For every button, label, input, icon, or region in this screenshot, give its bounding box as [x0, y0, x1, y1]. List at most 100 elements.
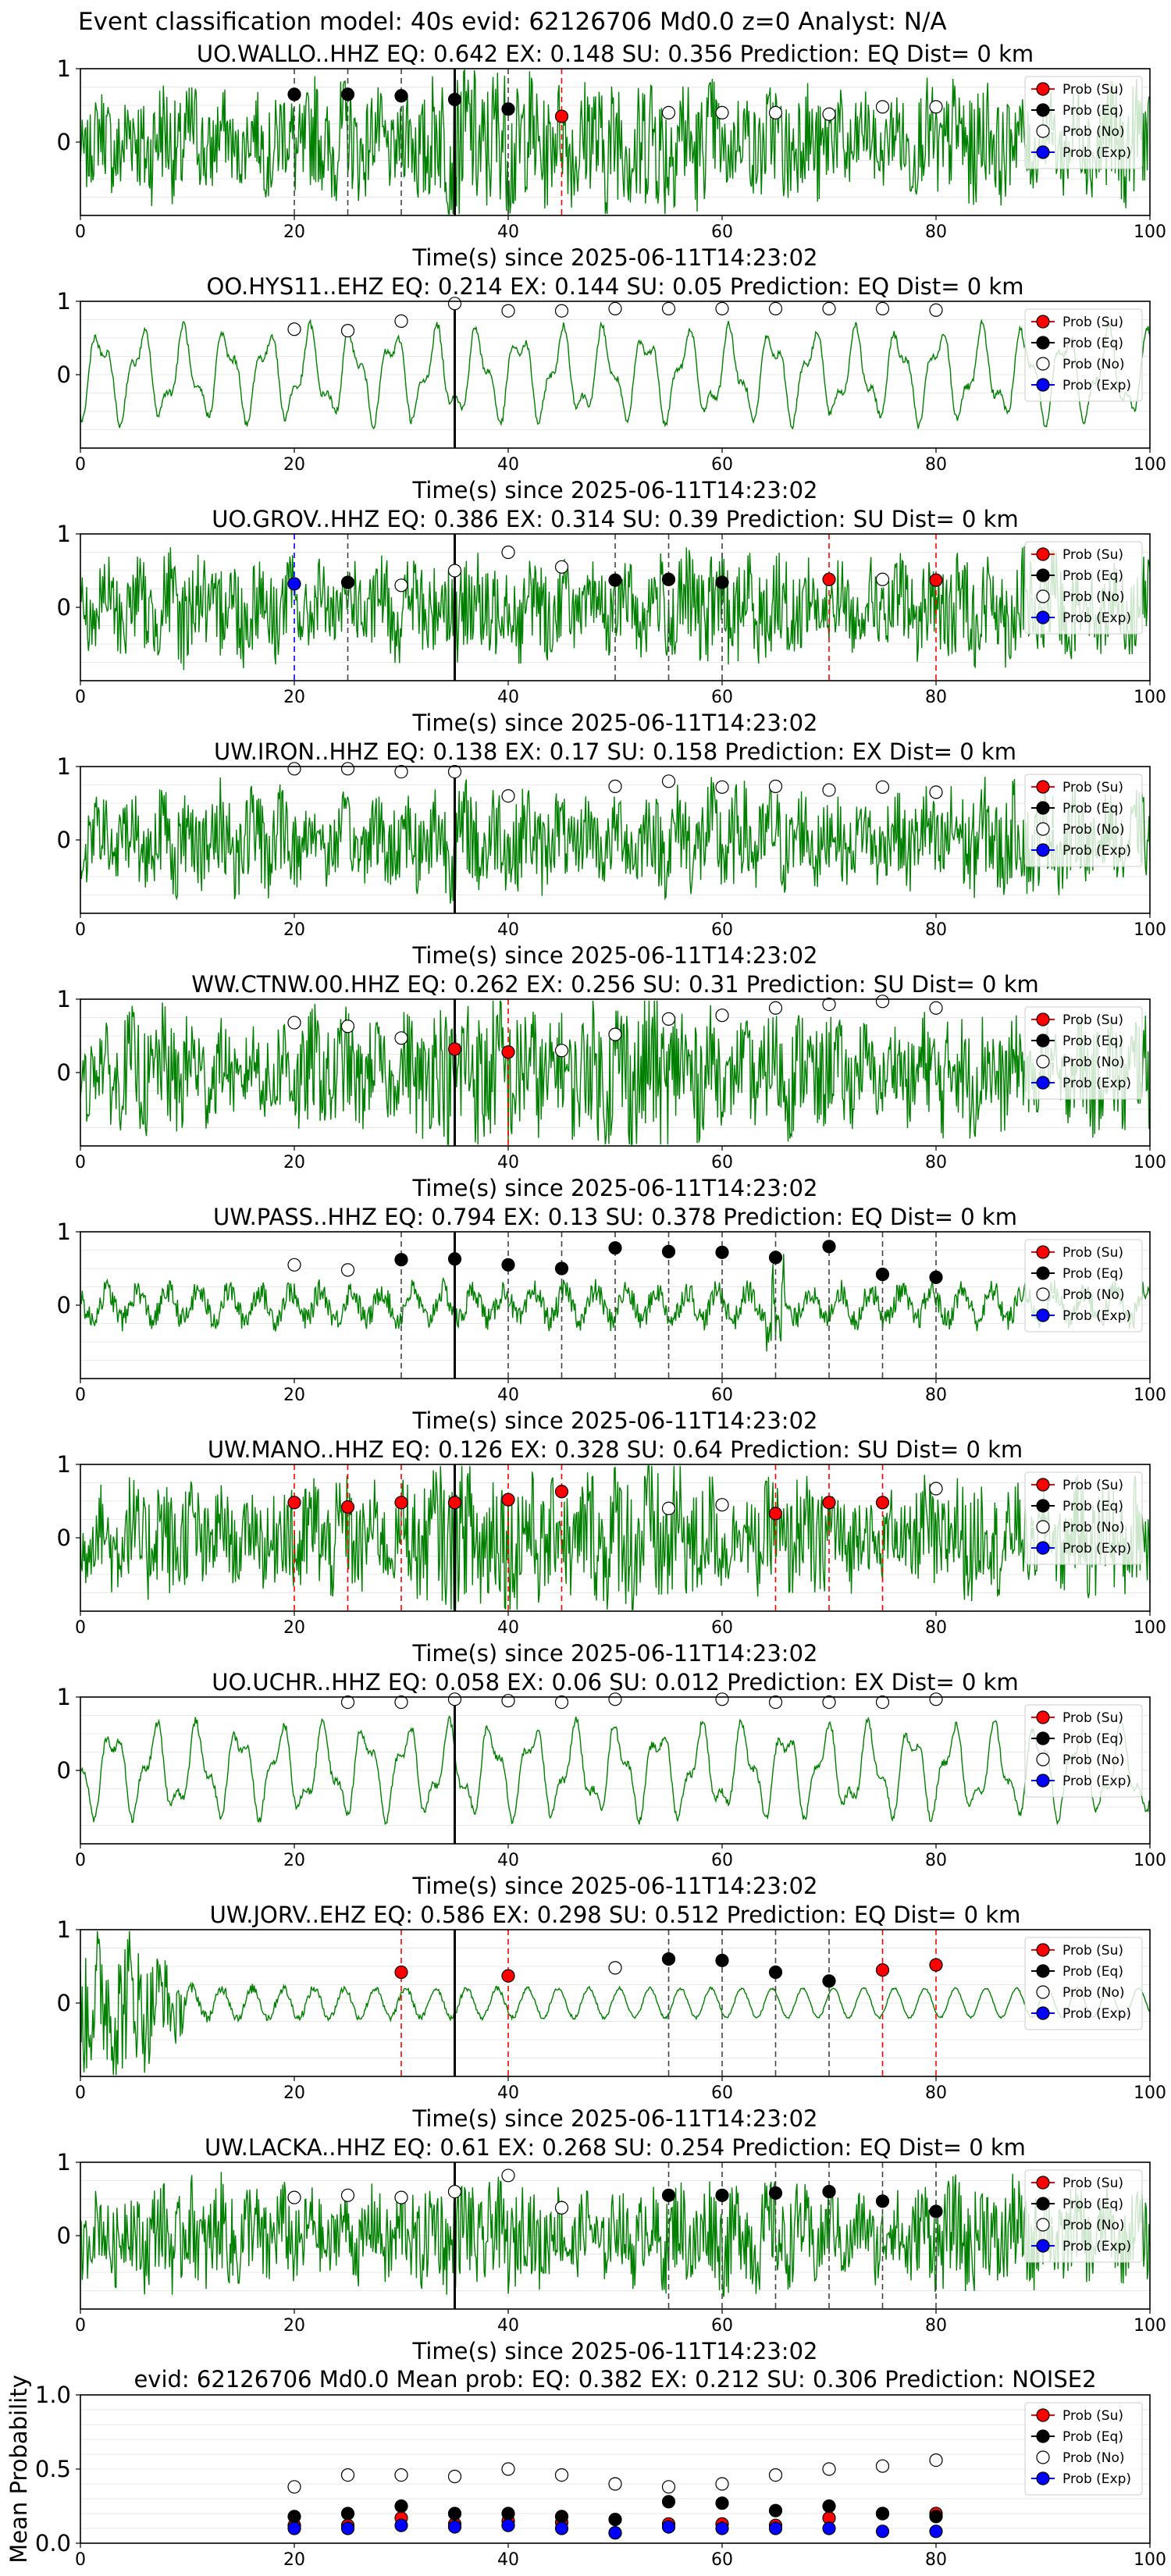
probability-marker-su [447, 1496, 462, 1510]
legend-marker-eq [1036, 2429, 1050, 2443]
x-axis-label: Time(s) since 2025-06-11T14:23:02 [412, 2338, 818, 2364]
probability-marker-no [554, 304, 569, 318]
legend-marker-exp [1036, 2239, 1050, 2253]
probability-marker-no [287, 1016, 301, 1030]
probability-marker-no [340, 762, 355, 776]
probability-marker-no [394, 764, 408, 779]
mean-probability-point-no [287, 2480, 301, 2494]
mean-probability-point-no [875, 2459, 890, 2473]
legend-label-eq: Prob (Eq) [1062, 1034, 1123, 1049]
probability-marker-eq [715, 1953, 729, 1968]
xtick-label: 40 [497, 455, 519, 475]
probability-marker-su [501, 1493, 515, 1507]
xtick-label: 80 [925, 455, 947, 475]
probability-marker-eq [661, 1244, 676, 1258]
x-axis-label: Time(s) since 2025-06-11T14:23:02 [412, 710, 818, 736]
xtick-label: 60 [711, 1851, 733, 1870]
probability-marker-su [822, 572, 836, 586]
y-axis-label: Mean Probability [5, 2375, 32, 2564]
probability-marker-su [929, 1958, 943, 1972]
xtick-label: 20 [283, 2550, 305, 2570]
xtick-label: 20 [283, 1386, 305, 1405]
probability-marker-no [929, 1692, 943, 1706]
xtick-label: 0 [75, 1618, 86, 1638]
probability-marker-no [554, 560, 569, 574]
mean-probability-point-eq [447, 2507, 462, 2521]
xtick-label: 100 [1134, 1153, 1166, 1172]
probability-marker-eq [768, 2186, 783, 2201]
legend-box [1024, 1471, 1143, 1565]
probability-marker-no [608, 1692, 622, 1706]
probability-marker-no [608, 1027, 622, 1041]
waveform-trace [80, 1715, 1151, 1826]
legend-marker-no [1036, 1985, 1050, 1999]
xtick-label: 20 [283, 222, 305, 242]
probability-marker-no [875, 994, 890, 1009]
ytick-label: 0 [57, 827, 71, 853]
probability-marker-no [287, 1258, 301, 1272]
waveform-trace [80, 68, 1151, 215]
xtick-label: 40 [497, 1618, 519, 1638]
legend-marker-eq [1036, 336, 1050, 350]
legend-label-no: Prob (No) [1062, 1752, 1125, 1768]
probability-marker-no [875, 1695, 890, 1710]
xtick-label: 60 [711, 1386, 733, 1405]
legend-label-su: Prob (Su) [1062, 82, 1123, 98]
waveform-trace [80, 2172, 1151, 2297]
probability-marker-eq [875, 2194, 890, 2208]
mean-probability-point-eq [715, 2496, 729, 2510]
legend-label-no: Prob (No) [1062, 357, 1125, 372]
probability-marker-eq [929, 2204, 943, 2218]
probability-marker-eq [661, 1952, 676, 1966]
panel-title: UW.PASS..HHZ EQ: 0.794 EX: 0.13 SU: 0.37… [213, 1204, 1017, 1230]
xtick-label: 80 [925, 2083, 947, 2103]
xtick-label: 60 [711, 2316, 733, 2336]
legend-box [1024, 1006, 1143, 1100]
legend-label-exp: Prob (Exp) [1062, 2239, 1131, 2254]
x-axis-label: Time(s) since 2025-06-11T14:23:02 [412, 942, 818, 969]
mean-probability-point-exp [394, 2518, 408, 2532]
probability-marker-no [715, 105, 729, 119]
xtick-label: 100 [1134, 688, 1166, 707]
waveform-trace [80, 1254, 1151, 1352]
legend-label-su: Prob (Su) [1062, 2408, 1123, 2424]
panel-title: UW.MANO..HHZ EQ: 0.126 EX: 0.328 SU: 0.6… [208, 1436, 1023, 1463]
legend-marker-no [1036, 822, 1050, 836]
xtick-label: 40 [497, 2083, 519, 2103]
panel-title: evid: 62126706 Md0.0 Mean prob: EQ: 0.38… [133, 2366, 1096, 2393]
mean-probability-point-exp [661, 2520, 676, 2534]
probability-marker-no [447, 297, 462, 311]
probability-marker-eq [394, 89, 408, 103]
ytick-label: 1 [57, 1219, 71, 1245]
probability-marker-eq [340, 87, 355, 101]
waveform-trace [80, 1465, 1151, 1610]
x-axis-label: Time(s) since 2025-06-11T14:23:02 [412, 1175, 818, 1201]
legend-marker-exp [1036, 1076, 1050, 1090]
xtick-label: 100 [1134, 2083, 1166, 2103]
mean-probability-point-no [394, 2468, 408, 2482]
legend-marker-eq [1036, 1731, 1050, 1745]
waveform-trace [80, 777, 1151, 904]
legend-marker-eq [1036, 1266, 1050, 1280]
legend-label-exp: Prob (Exp) [1062, 378, 1131, 393]
xtick-label: 0 [75, 2316, 86, 2336]
panel-title: UW.IRON..HHZ EQ: 0.138 EX: 0.17 SU: 0.15… [214, 738, 1016, 765]
legend-label-no: Prob (No) [1062, 124, 1125, 140]
legend-label-exp: Prob (Exp) [1062, 843, 1131, 859]
legend-marker-eq [1036, 1499, 1050, 1513]
legend-marker-exp [1036, 145, 1050, 159]
mean-probability-point-exp [447, 2520, 462, 2534]
probability-marker-eq [501, 102, 515, 116]
legend-label-no: Prob (No) [1062, 1287, 1125, 1303]
mean-probability-point-no [340, 2468, 355, 2482]
legend-label-no: Prob (No) [1062, 2218, 1125, 2233]
mean-probability-point-no [554, 2468, 569, 2482]
legend-label-su: Prob (Su) [1062, 1478, 1123, 1493]
probability-marker-su [822, 1496, 836, 1510]
probability-marker-no [822, 997, 836, 1012]
legend-box [1024, 1704, 1143, 1798]
legend-label-exp: Prob (Exp) [1062, 610, 1131, 626]
